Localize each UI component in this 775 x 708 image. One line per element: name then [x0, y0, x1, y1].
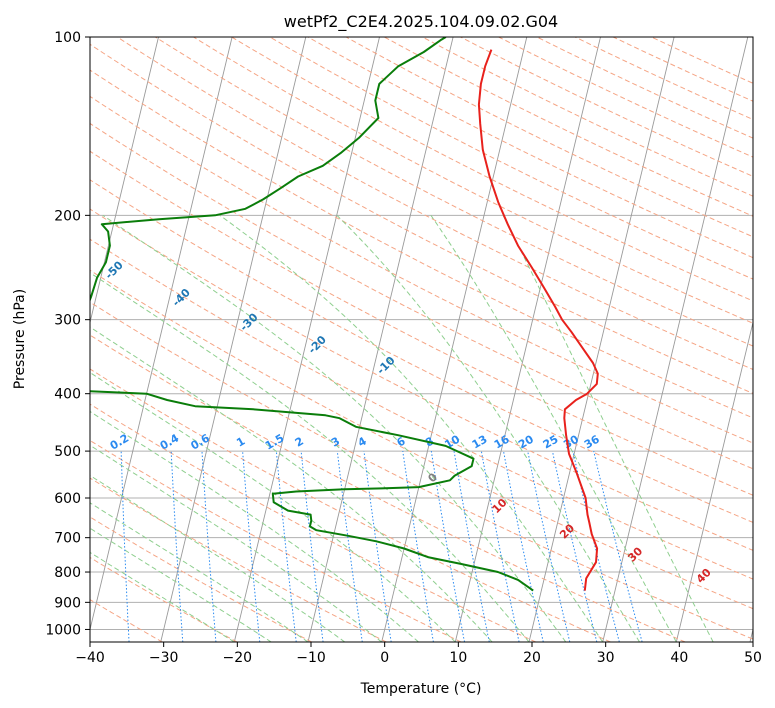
x-tick-label: 0: [380, 650, 389, 666]
dewpoint-profile-line: [90, 37, 534, 592]
mixing-ratio-line: [275, 451, 297, 642]
temperature-profile-line: [477, 49, 599, 591]
mixing-ratio-line: [551, 450, 598, 642]
dry-adiabat: [90, 334, 686, 642]
x-tick-label: 30: [597, 650, 615, 666]
isotherm-line: [90, 37, 233, 632]
mixing-ratio-line: [572, 450, 620, 642]
dry-adiabat: [116, 37, 753, 370]
isotherm-line: [675, 320, 753, 642]
mixing-ratio-line: [242, 451, 261, 642]
mixing-ratio-line: [120, 451, 130, 642]
x-tick-label: −40: [75, 650, 105, 666]
y-tick-label: 600: [54, 491, 81, 507]
dry-adiabat: [90, 301, 753, 640]
chart-title: wetPf2_C2E4.2025.104.09.02.G04: [284, 12, 558, 32]
y-tick-label: 700: [54, 531, 81, 547]
dry-adiabat: [90, 368, 611, 642]
moist-adiabat: [336, 214, 640, 642]
mixing-ratio-line: [201, 451, 217, 642]
moist-adiabat: [90, 410, 419, 642]
dry-adiabat: [90, 69, 753, 419]
moist-adiabat: [90, 502, 309, 642]
y-tick-label: 100: [54, 30, 81, 46]
dry-adiabats: [90, 37, 753, 642]
y-tick-label: 300: [54, 313, 81, 329]
moist-adiabat: [430, 215, 677, 642]
x-tick-label: 20: [523, 650, 541, 666]
moist-adiabat: [90, 371, 456, 642]
moist-adiabat: [90, 444, 382, 642]
isotherm-line: [454, 37, 601, 642]
dry-adiabat: [90, 599, 163, 642]
axes: −40 −30 −20 −10 0 10 20 30 40 50 100 200 300 400 500 60…: [45, 30, 762, 666]
x-tick-label: 50: [744, 650, 762, 666]
dry-adiabat: [90, 403, 537, 642]
y-tick-label: 900: [54, 595, 81, 611]
grid: [90, 37, 753, 642]
dry-adiabat: [90, 477, 387, 642]
dry-adiabat: [90, 179, 753, 523]
moist-adiabat: [90, 272, 530, 642]
y-tick-label: 500: [54, 444, 81, 460]
x-tick-label: −30: [149, 650, 179, 666]
isotherm-line: [307, 37, 454, 642]
series-layer: [90, 37, 599, 592]
y-tick-label: 400: [54, 387, 81, 403]
dry-adiabat: [90, 439, 462, 642]
mixing-ratio-line: [593, 450, 643, 642]
isotherm-line: [90, 37, 159, 325]
mixing-ratio-line: [527, 451, 571, 642]
moist-adiabats: [90, 214, 714, 642]
isotherm-line: [233, 37, 380, 642]
mixing-ratio-lines: [120, 450, 643, 642]
x-tick-label: 10: [449, 650, 467, 666]
dry-adiabat: [90, 122, 753, 470]
dry-adiabat: [90, 208, 753, 551]
x-tick-label: −20: [223, 650, 253, 666]
dry-adiabat: [90, 238, 753, 580]
moist-adiabat: [90, 326, 493, 642]
y-tick-label: 800: [54, 565, 81, 581]
y-tick-label: 200: [54, 208, 81, 224]
mixing-ratio-line: [503, 451, 544, 642]
isotherm-line: [160, 37, 307, 642]
plot-frame: [89, 36, 754, 643]
moist-adiabat: [502, 215, 714, 642]
dry-adiabat: [90, 95, 753, 444]
x-tick-label: −10: [296, 650, 326, 666]
isotherm-line: [602, 37, 749, 642]
moist-adiabat: [90, 474, 346, 642]
dry-adiabat: [90, 150, 753, 496]
x-axis-label: Temperature (°C): [360, 681, 482, 697]
y-tick-label: 1000: [45, 622, 81, 638]
mixing-ratio-line: [170, 451, 184, 642]
isotherm-line: [381, 37, 528, 642]
isotherm-line: [528, 37, 675, 642]
moist-adiabat: [102, 214, 567, 642]
moist-adiabat: [219, 214, 604, 642]
dry-adiabat: [90, 43, 753, 394]
x-tick-label: 40: [670, 650, 688, 666]
dry-adiabat: [90, 516, 312, 642]
y-axis-label: Pressure (hPa): [12, 289, 28, 389]
mixing-ratio-line: [480, 451, 520, 642]
dry-adiabat: [90, 269, 753, 610]
